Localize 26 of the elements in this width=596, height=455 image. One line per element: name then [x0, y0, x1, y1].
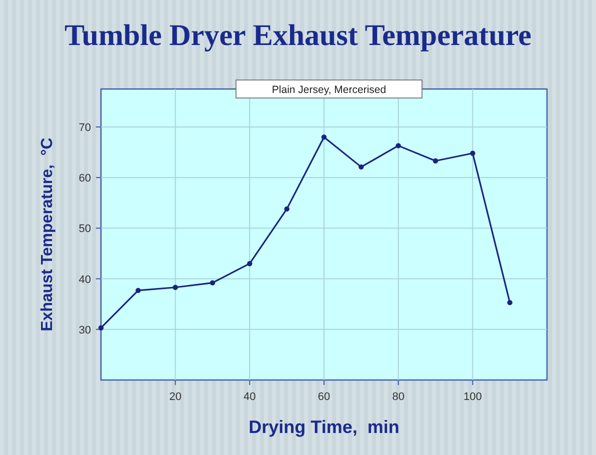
y-tick-label: 30 [78, 324, 91, 336]
y-tick-label: 70 [78, 122, 91, 134]
y-axis-title: Exhaust Temperature, °C [39, 137, 56, 332]
chart-subtitle: Plain Jersey, Mercerised [272, 84, 386, 96]
chart-title: Tumble Dryer Exhaust Temperature [64, 19, 532, 52]
x-tick-label: 20 [169, 391, 182, 403]
point [172, 284, 178, 290]
point [136, 288, 141, 294]
point [321, 134, 327, 140]
x-tick-label: 80 [392, 391, 404, 403]
point [210, 280, 216, 286]
point [396, 143, 401, 148]
point [432, 158, 438, 164]
point [284, 206, 290, 212]
y-tick-label: 50 [78, 223, 91, 236]
point [247, 261, 252, 266]
x-axis-title: Drying Time, min [248, 417, 400, 437]
point [358, 164, 364, 170]
point [98, 325, 104, 330]
y-tick-label: 40 [78, 274, 91, 286]
point [470, 150, 476, 156]
x-tick-label: 40 [244, 391, 256, 403]
point [507, 300, 512, 306]
x-tick-label: 60 [318, 391, 330, 403]
x-tick-label: 100 [463, 391, 482, 403]
y-tick-label: 60 [78, 172, 91, 185]
